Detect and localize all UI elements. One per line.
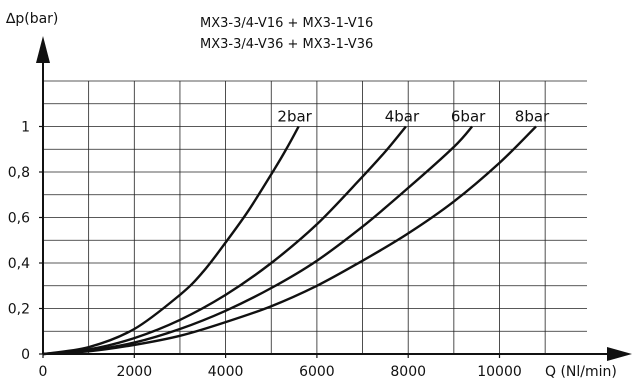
chart-grid: [43, 80, 587, 354]
series-label-8bar: 8bar: [515, 108, 550, 126]
y-tick-label: 0: [21, 347, 30, 363]
x-axis-arrow: [607, 347, 632, 361]
series-line-6bar: [42, 125, 474, 356]
y-tick-label: 1: [21, 120, 30, 136]
x-tick-label: 0: [39, 364, 48, 380]
chart-title-line: MX3-3/4-V16 + MX3-1-V16: [200, 16, 373, 31]
chart-title-line: MX3-3/4-V36 + MX3-1-V36: [200, 37, 373, 52]
chart-labels: 0 2000 4000 6000 8000 10000 0 0,2 0,4 0,6 0,8 1 ∆p(b…: [5, 11, 617, 380]
series-label-4bar: 4bar: [385, 108, 420, 126]
series-line-2bar: [42, 125, 300, 356]
series-label-6bar: 6bar: [451, 108, 486, 126]
y-tick-label: 0,2: [8, 302, 30, 318]
x-tick-label: 8000: [390, 364, 426, 380]
chart-series: [42, 125, 537, 356]
y-tick-label: 0,4: [8, 256, 30, 272]
x-tick-label: 4000: [208, 364, 244, 380]
x-tick-label: 2000: [116, 364, 152, 380]
series-line-4bar: [42, 125, 407, 356]
y-axis-label: ∆p(bar): [5, 11, 58, 27]
series-line-8bar: [42, 125, 537, 356]
x-tick-label: 10000: [477, 364, 522, 380]
y-axis-arrow: [36, 36, 50, 63]
chart-axes: [36, 36, 632, 361]
series-label-2bar: 2bar: [277, 108, 312, 126]
x-tick-label: 6000: [299, 364, 335, 380]
y-tick-label: 0,6: [8, 211, 30, 227]
x-axis-label: Q (Nl/min): [545, 364, 617, 380]
y-tick-label: 0,8: [8, 165, 30, 181]
